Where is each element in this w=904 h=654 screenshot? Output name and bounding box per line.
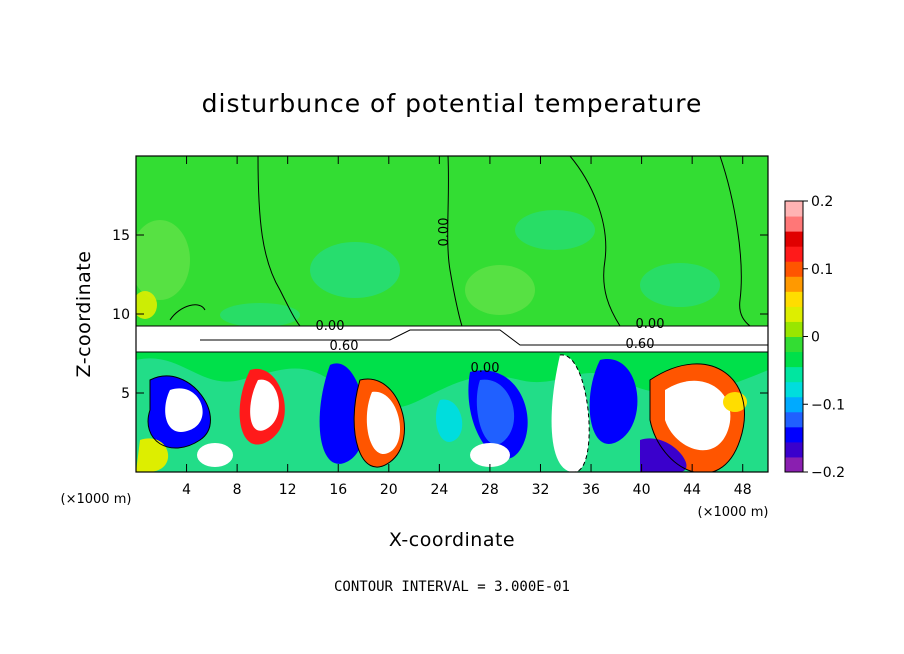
x-tick-label: 16 (329, 482, 347, 498)
x-tick-label: 8 (233, 482, 242, 498)
x-tick-label: 32 (532, 482, 550, 498)
field-anomaly (310, 242, 400, 298)
x-tick-label: 12 (279, 482, 297, 498)
contour-line (353, 378, 405, 468)
colorbar-swatch (785, 246, 803, 262)
colorbar-swatch (785, 276, 803, 292)
colorbar-swatch (785, 306, 803, 322)
field-patch (476, 379, 515, 445)
field-anomaly (515, 210, 595, 250)
colorbar-tick-label: −0.2 (811, 465, 845, 481)
colorbar-swatch (785, 426, 803, 443)
colorbar (784, 200, 804, 473)
x-tick-label: 24 (430, 482, 448, 498)
contour-label: 0.60 (626, 337, 655, 352)
field-anomaly (220, 303, 300, 327)
x-tick-label: 28 (481, 482, 499, 498)
field-patch (319, 363, 365, 464)
contour-line (649, 363, 745, 472)
colorbar-swatch (785, 396, 803, 413)
x-axis-unit-right: (×1000 m) (698, 505, 769, 520)
x-tick-label: 44 (683, 482, 701, 498)
x-tick-label: 36 (582, 482, 600, 498)
colorbar-swatch (785, 381, 803, 398)
contour-label: 0.00 (471, 361, 500, 376)
x-axis: 4 8 12 16 20 24 28 32 36 40 44 48 (182, 156, 752, 498)
field-patch (589, 359, 638, 444)
field-patch (250, 379, 279, 431)
contour-line (569, 156, 621, 327)
colorbar-swatch (785, 216, 803, 232)
field-patch (665, 380, 731, 451)
contour-line (169, 304, 206, 321)
contour-labels: 0.00 0.00 0.60 0.00 0.00 0.60 (316, 218, 665, 376)
field-patch (640, 438, 687, 472)
x-tick-label: 40 (633, 482, 651, 498)
colorbar-labels: 0.2 0.1 0 −0.1 −0.2 (803, 194, 845, 481)
field-patch (136, 438, 169, 472)
y-tick-label: 5 (121, 386, 130, 402)
y-tick-label: 15 (112, 228, 130, 244)
contour-interval-note: CONTOUR INTERVAL = 3.000E-01 (334, 579, 570, 595)
x-axis-unit-left: (×1000 m) (61, 492, 132, 507)
field-anomaly (640, 263, 720, 307)
field-anomaly (465, 265, 535, 315)
colorbar-swatch (785, 351, 803, 368)
contour-line (200, 329, 768, 346)
colorbar-swatch (785, 231, 803, 247)
contour-label: 0.00 (636, 317, 665, 332)
field-patch (197, 443, 233, 467)
contour-line (147, 375, 211, 449)
colorbar-tick-label: 0.1 (811, 262, 833, 278)
contour-line (257, 156, 301, 327)
colorbar-swatch (785, 366, 803, 383)
contour-line (719, 156, 751, 327)
contour-label: 0.00 (437, 218, 452, 247)
colorbar-swatch (785, 261, 803, 277)
x-tick-label: 20 (380, 482, 398, 498)
colorbar-swatch (785, 291, 803, 307)
x-tick-label: 48 (734, 482, 752, 498)
field-patch (551, 354, 590, 472)
colorbar-swatch (785, 321, 803, 337)
y-axis: 5 10 15 (112, 228, 768, 402)
x-tick-label: 4 (182, 482, 191, 498)
field-patch (165, 388, 203, 432)
field-anomaly (136, 291, 157, 319)
colorbar-tick-label: 0 (811, 330, 820, 346)
x-axis-title: X-coordinate (389, 529, 515, 551)
y-tick-label: 10 (112, 307, 130, 323)
field-patch (470, 443, 510, 467)
chart-title: disturbunce of potential temperature (202, 89, 703, 118)
y-axis-title: Z-coordinate (73, 251, 95, 378)
contour-line (447, 156, 463, 327)
contour-label: 0.00 (316, 319, 345, 334)
colorbar-tick-label: 0.2 (811, 194, 833, 210)
colorbar-swatch (785, 441, 803, 458)
field-patch (723, 392, 747, 412)
colorbar-swatch (785, 201, 803, 217)
colorbar-swatch (785, 411, 803, 428)
colorbar-tick-label: −0.1 (811, 397, 845, 413)
contour-line (559, 354, 590, 472)
field-anomaly (136, 220, 190, 300)
plot-area (136, 156, 768, 472)
contour-label: 0.60 (330, 339, 359, 354)
field-patch (435, 399, 463, 442)
colorbar-swatch (785, 456, 803, 473)
contour-lines (136, 156, 768, 472)
field-patch (366, 391, 401, 455)
colorbar-swatch (785, 336, 803, 353)
